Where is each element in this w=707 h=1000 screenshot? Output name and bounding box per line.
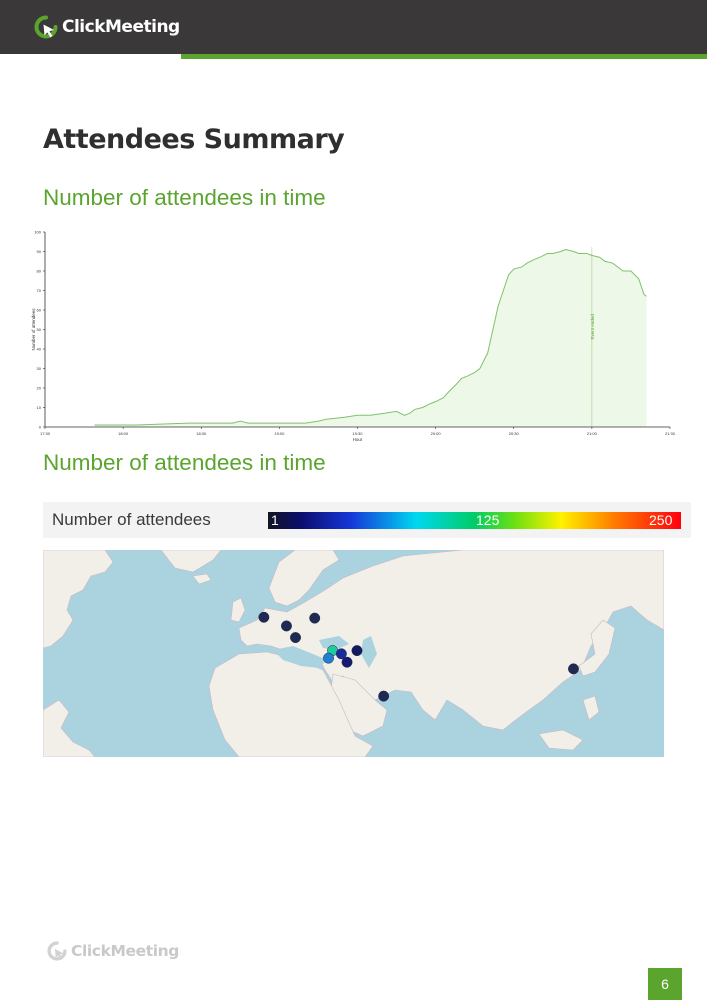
map-markers [258, 611, 579, 702]
footer-logo-icon [47, 941, 67, 961]
legend-label: Number of attendees [52, 510, 211, 529]
attendee-location-marker[interactable] [335, 648, 347, 660]
attendee-location-marker[interactable] [568, 663, 579, 675]
attendee-location-marker[interactable] [258, 611, 270, 623]
event-ended-label: Event ended [590, 314, 595, 340]
y-axis-label: Number of attendees [31, 308, 36, 351]
y-tick-label: 0 [39, 425, 42, 430]
clickmeeting-logo: ClickMeeting [34, 14, 180, 40]
header-accent-stripe [181, 54, 707, 59]
page-title: Attendees Summary [43, 124, 345, 155]
page-number: 6 [648, 968, 682, 1000]
brand-name: ClickMeeting [62, 17, 180, 37]
x-tick-label: 20:30 [509, 431, 520, 436]
attendee-location-marker[interactable] [290, 632, 301, 644]
attendees-time-chart: Event ended 0 10 20 30 40 50 60 70 80 90 100 17:30 18… [31, 230, 676, 443]
attendee-location-marker[interactable] [378, 690, 390, 702]
x-tick-label: 19:30 [352, 431, 363, 436]
legend-max-value: 250 [649, 512, 673, 528]
attendees-map-title: Number of attendees in time [43, 450, 326, 475]
attendees-time-chart-title: Number of attendees in time [43, 185, 326, 210]
x-tick-label: 21:00 [587, 431, 598, 436]
legend-mid-value: 125 [476, 512, 500, 528]
y-tick-label: 30 [37, 366, 42, 371]
footer-logo: ClickMeeting [47, 940, 179, 962]
x-tick-label: 21:30 [665, 431, 676, 436]
header-bar: ClickMeeting [0, 0, 707, 54]
attendees-world-map[interactable] [43, 550, 664, 757]
attendee-location-marker[interactable] [351, 645, 363, 657]
x-tick-label: 19:00 [274, 431, 285, 436]
attendee-location-marker[interactable] [309, 612, 321, 624]
color-scale-gradient [268, 512, 681, 529]
series-area [94, 249, 647, 427]
attendee-location-marker[interactable] [323, 652, 334, 664]
y-tick-label: 50 [37, 327, 42, 332]
attendee-location-marker[interactable] [341, 656, 353, 668]
y-tick-label: 40 [37, 347, 42, 352]
map-inland-seas [273, 636, 377, 668]
attendee-location-marker[interactable] [281, 620, 292, 632]
y-tick-label: 20 [37, 386, 42, 391]
series-line [94, 249, 647, 426]
y-tick-label: 90 [37, 249, 42, 254]
x-tick-label: 20:00 [431, 431, 442, 436]
y-tick-label: 80 [37, 269, 42, 274]
map-land [43, 550, 664, 757]
legend-min-value: 1 [271, 512, 279, 528]
attendees-color-legend: Number of attendees 1 125 250 [43, 502, 691, 538]
x-tick-label: 18:30 [196, 431, 207, 436]
clickmeeting-logo-icon [34, 15, 58, 39]
x-tick-label: 18:00 [118, 431, 129, 436]
x-tick-label: 17:30 [40, 431, 51, 436]
y-tick-label: 100 [34, 230, 41, 235]
footer-brand-name: ClickMeeting [71, 942, 179, 960]
y-tick-label: 10 [37, 405, 42, 410]
x-axis-label: Hour [353, 437, 363, 442]
y-tick-label: 60 [37, 308, 42, 313]
y-tick-label: 70 [37, 288, 42, 293]
